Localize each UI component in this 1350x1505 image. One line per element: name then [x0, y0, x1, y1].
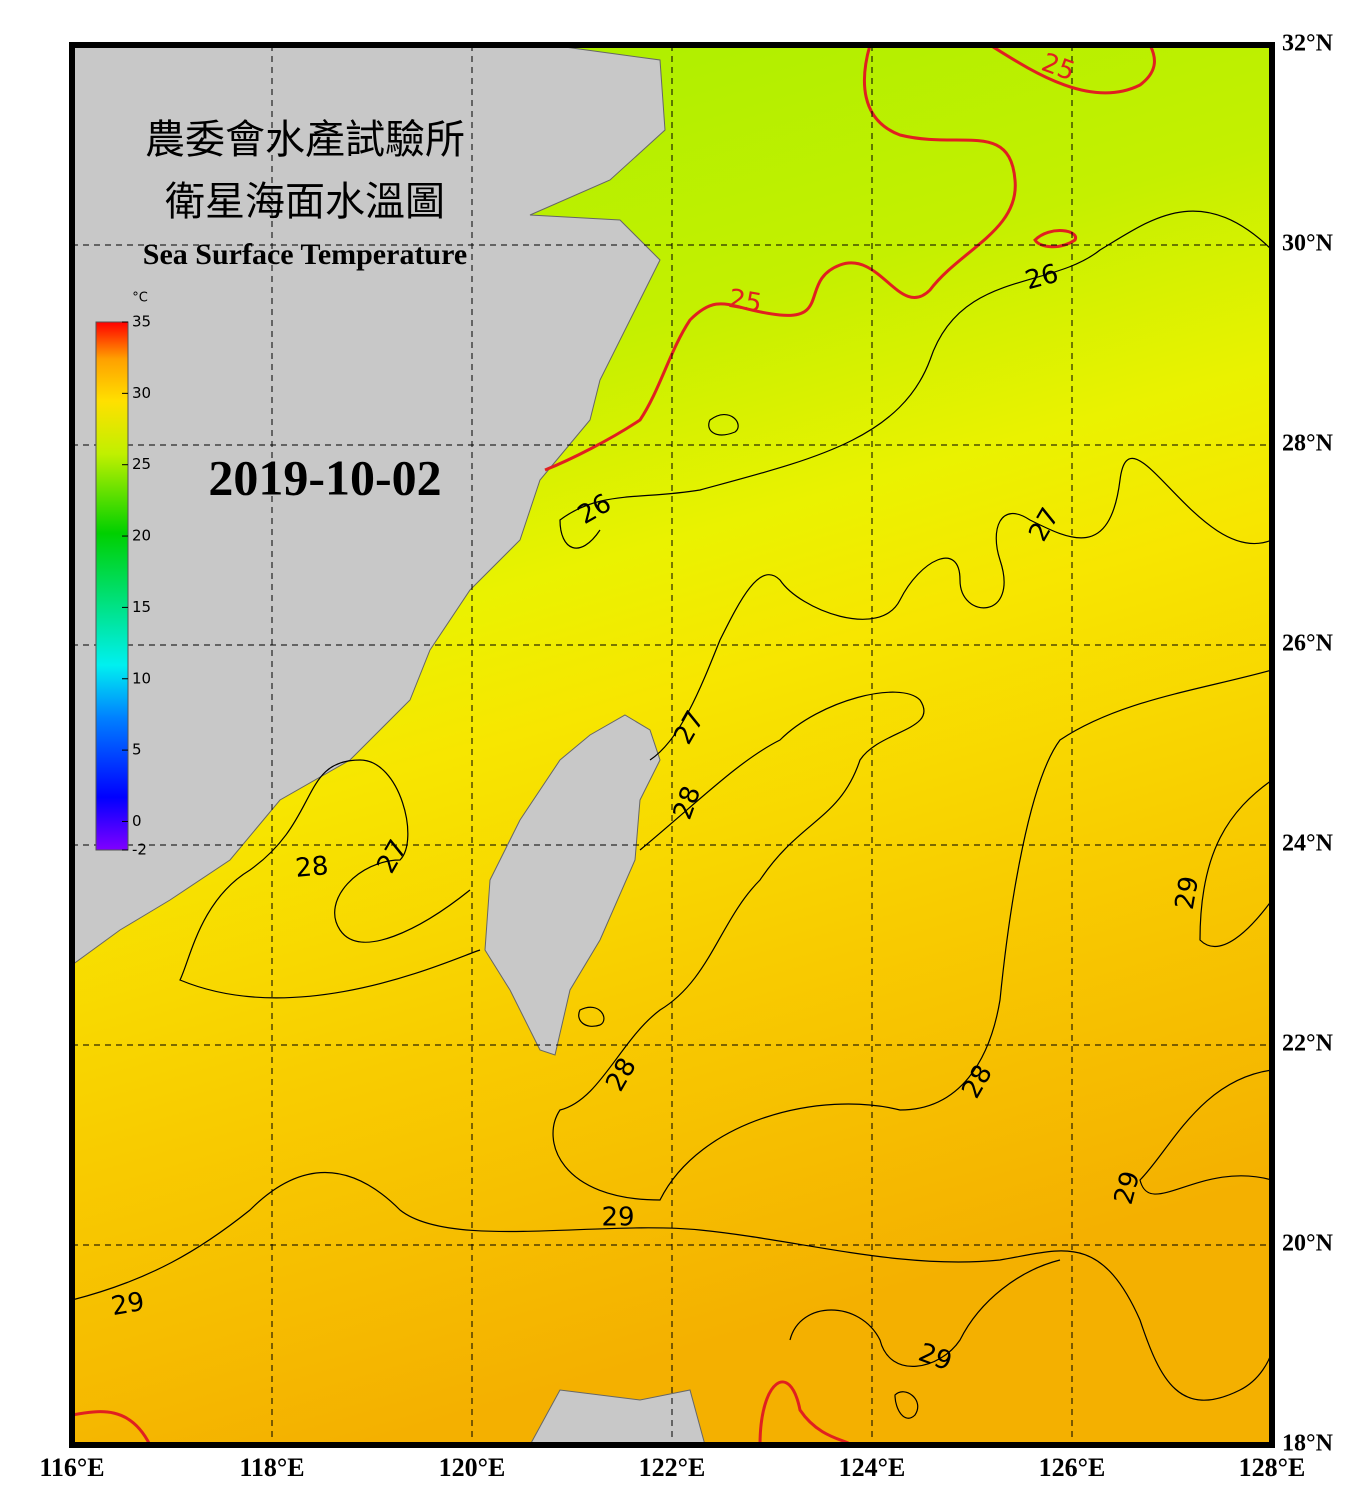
colorbar-tick-label: 35: [132, 313, 151, 331]
lat-label: 18°N: [1282, 1431, 1334, 1457]
contour-label: 29: [1170, 874, 1205, 912]
colorbar-tick-label: 5: [132, 741, 142, 759]
map-body: [72, 45, 1272, 1445]
contour-label: 29: [109, 1287, 147, 1322]
title-en: Sea Surface Temperature: [143, 238, 467, 271]
colorbar-unit: °C: [132, 291, 148, 306]
land-china: [72, 45, 666, 966]
title-zh: 農委會水產試驗所: [145, 117, 465, 163]
lon-label: 118°E: [239, 1453, 304, 1482]
colorbar-tick-label: 10: [132, 669, 151, 687]
contour-label: 25: [726, 284, 764, 319]
colorbar-tick-label: -2: [132, 841, 147, 859]
contour-label: 29: [601, 1203, 634, 1233]
colorbar-tick-label: 15: [132, 598, 151, 616]
lon-label: 124°E: [839, 1453, 906, 1482]
lat-label: 20°N: [1282, 1231, 1334, 1257]
graticule: [72, 45, 1272, 1445]
land-luzon: [529, 1389, 706, 1445]
lat-label: 32°N: [1282, 31, 1334, 57]
map-frame: [69, 42, 1275, 1448]
colorbar-tick-label: 20: [132, 527, 151, 545]
colorbar-tick-label: 30: [132, 384, 151, 402]
contour-label: 28: [294, 851, 330, 884]
lat-label: 24°N: [1282, 831, 1334, 857]
date: 2019-10-02: [208, 449, 441, 505]
lon-label: 120°E: [439, 1453, 506, 1482]
lon-label: 116°E: [39, 1453, 104, 1482]
subtitle-zh: 衛星海面水溫圖: [165, 179, 445, 225]
lat-label: 22°N: [1282, 1031, 1334, 1057]
contours: [72, 210, 1272, 1419]
lat-label: 28°N: [1282, 431, 1334, 457]
lat-label: 26°N: [1282, 631, 1334, 657]
land-taiwan: [484, 714, 661, 1056]
colorbar-tick-label: 25: [132, 455, 151, 473]
lon-label: 128°E: [1239, 1453, 1306, 1482]
lon-label: 122°E: [639, 1453, 706, 1482]
colorbar-tick-label: 0: [132, 812, 142, 830]
lon-label: 126°E: [1039, 1453, 1106, 1482]
colorbar: [95, 321, 129, 851]
lat-label: 30°N: [1282, 231, 1334, 257]
